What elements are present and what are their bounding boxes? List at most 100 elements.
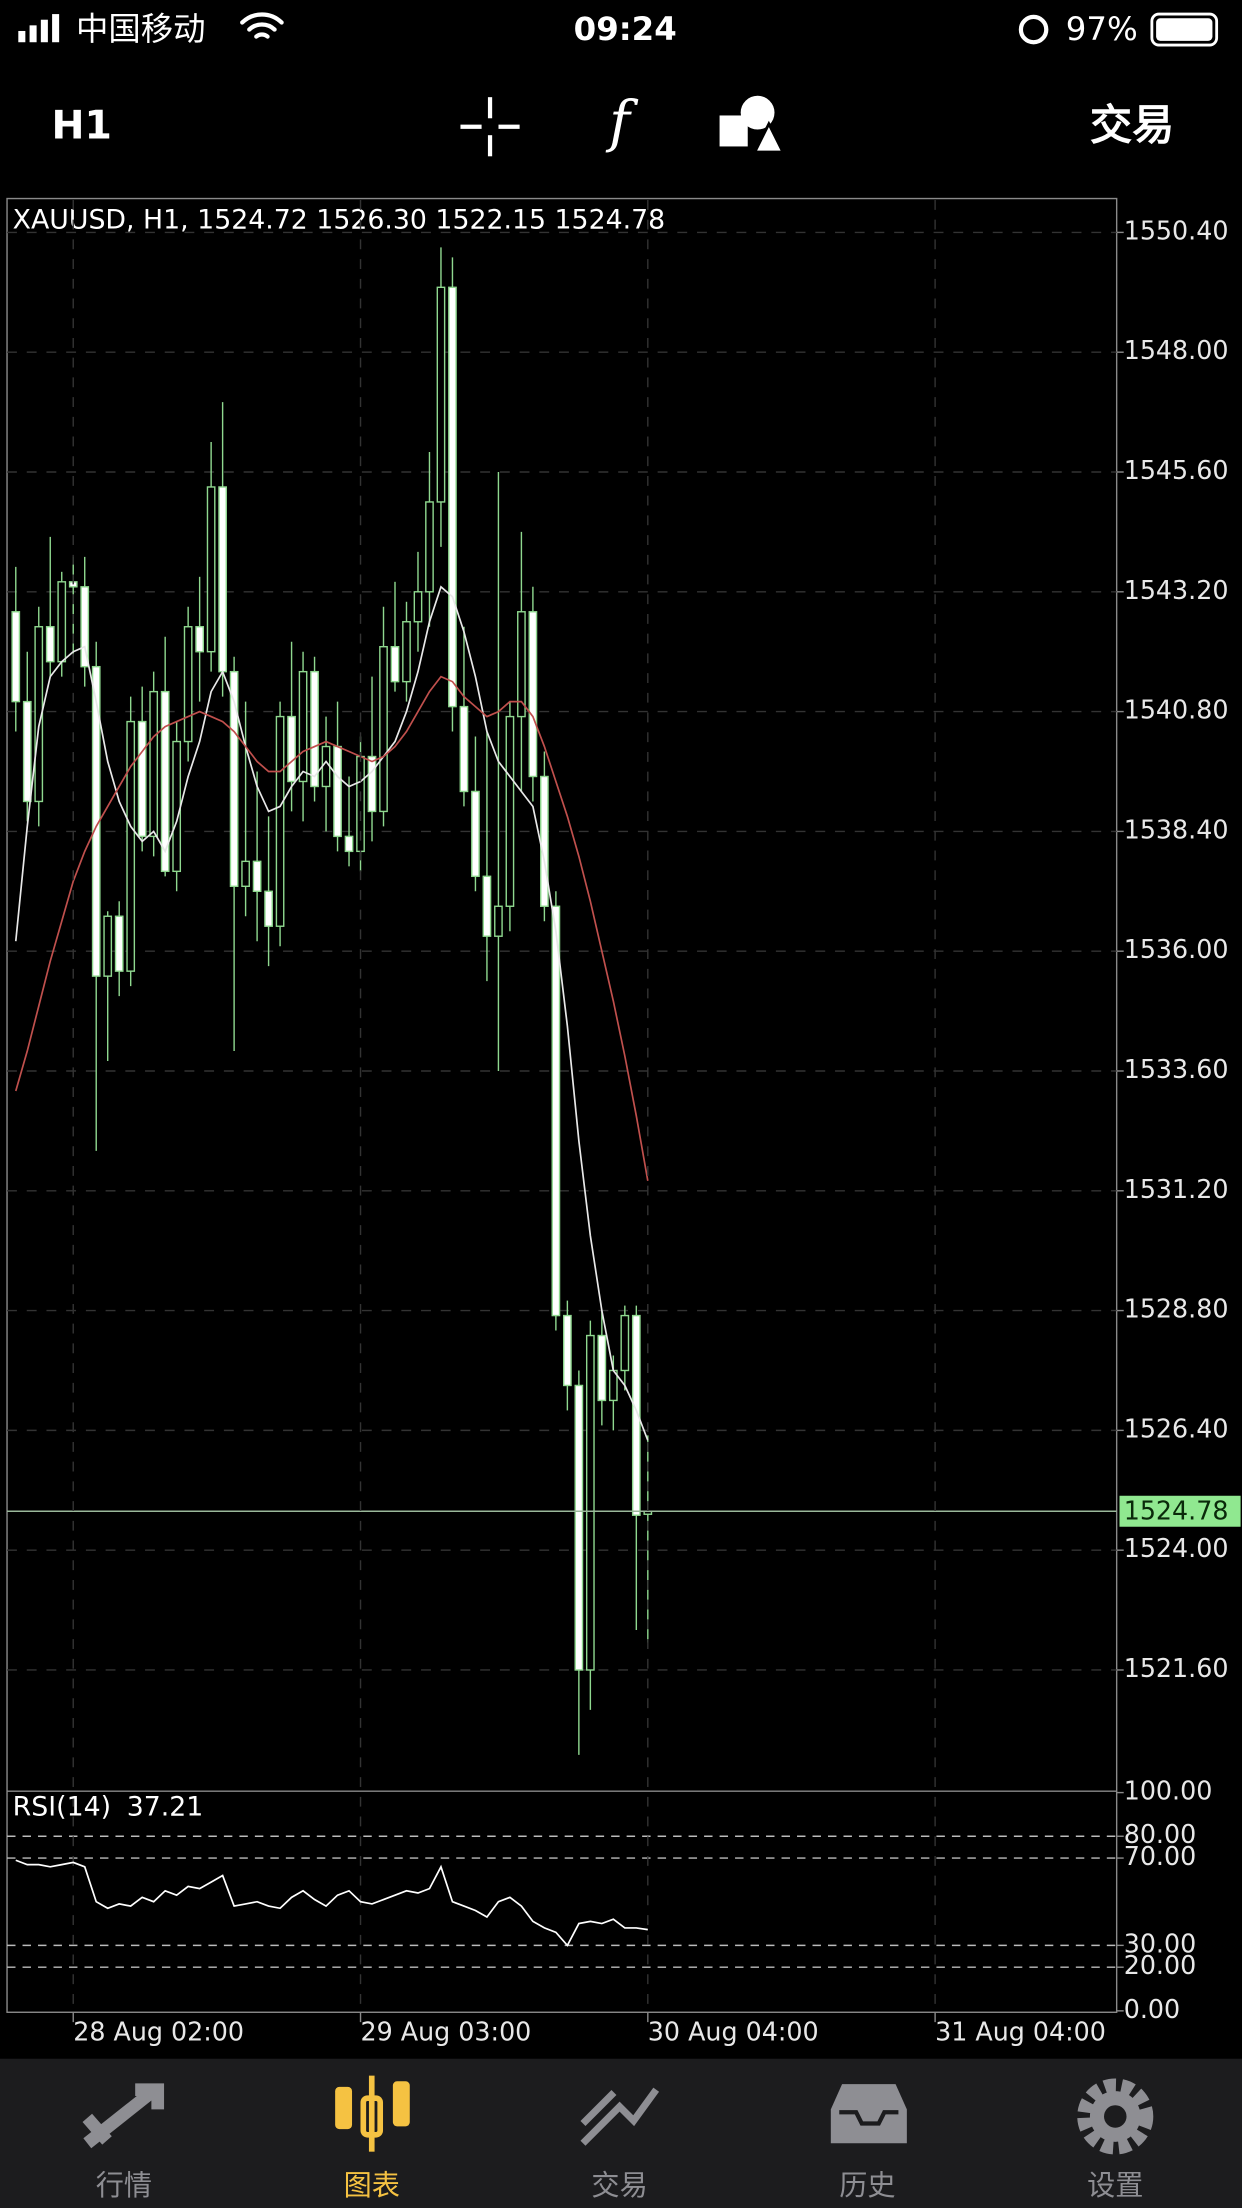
candle-body <box>367 755 377 813</box>
tab-chart[interactable]: 图表 <box>335 2075 410 2202</box>
tab-bar-background <box>0 2058 1242 2208</box>
candle-body <box>241 860 250 888</box>
candle-body <box>229 670 239 888</box>
candle-body <box>631 1314 641 1516</box>
candle-body <box>413 591 423 623</box>
candle-body <box>459 705 469 793</box>
carrier: 中国移动 <box>76 10 206 48</box>
battery-text: 97% <box>1066 10 1138 48</box>
candle-body <box>402 621 411 683</box>
candle-body <box>264 890 273 927</box>
candle-body <box>218 486 227 673</box>
panel-title: XAUUSD, H1, 1524.72 1526.30 1522.15 1524… <box>13 205 665 236</box>
y-tick-label: 1536.00 <box>1124 934 1229 964</box>
candle-body <box>505 715 515 907</box>
candle-body <box>620 1314 630 1372</box>
candle-body <box>137 720 147 838</box>
x-tick-label: 28 Aug 02:00 <box>73 2016 244 2046</box>
signal-bar <box>18 30 26 43</box>
tab-label: 交易 <box>591 2169 647 2202</box>
candle-body <box>528 611 538 778</box>
candle-body <box>80 586 90 668</box>
rsi-value: 37.21 <box>127 1792 204 1823</box>
tab-history[interactable]: 历史 <box>830 2084 907 2202</box>
tab-bar: 行情 图表 交易 历史 设置 <box>0 2058 1242 2208</box>
candle-body <box>344 835 354 853</box>
y-tick-label: 80.00 <box>1124 1819 1197 1849</box>
candle-body <box>275 715 285 927</box>
x-tick-label: 30 Aug 04:00 <box>648 2016 819 2046</box>
candle-body <box>252 860 262 892</box>
candle-body <box>390 646 400 683</box>
panel-title: RSI(14) <box>13 1792 111 1823</box>
y-tick-label: 30.00 <box>1124 1928 1197 1958</box>
candle-body <box>321 745 331 788</box>
x-tick-label: 31 Aug 04:00 <box>935 2016 1106 2046</box>
y-tick-label: 0.00 <box>1124 1994 1180 2024</box>
indicator-line <box>14 585 649 1441</box>
candle-body <box>436 286 446 503</box>
y-tick-label: 70.00 <box>1124 1841 1197 1871</box>
y-tick-label: 1531.20 <box>1124 1174 1229 1204</box>
status-bar: 中国移动 09:24 97% <box>18 10 1219 48</box>
signal-bar <box>52 14 60 43</box>
chart-area: 1550.40 1548.00 1545.60 1543.20 1540.80 1538.… <box>6 197 1241 2046</box>
candle-body <box>103 915 113 977</box>
candle-body <box>45 626 55 663</box>
candle-body <box>448 286 457 708</box>
y-tick-label: 1521.60 <box>1124 1653 1229 1683</box>
candle-body <box>310 670 319 788</box>
current-price-label: 1524.78 <box>1124 1496 1229 1526</box>
candle-body <box>333 745 342 838</box>
clock: 09:24 <box>574 10 677 48</box>
y-tick-label: 1548.00 <box>1124 335 1229 365</box>
candle-body <box>57 581 67 663</box>
candle-body <box>172 740 182 873</box>
candle-body <box>574 1384 584 1671</box>
candle-body <box>471 790 480 878</box>
battery-icon <box>1150 12 1219 47</box>
candle-body <box>551 905 561 1317</box>
y-tick-label: 20.00 <box>1124 1950 1197 1980</box>
toolbar: H1 f 交易 <box>51 90 1174 157</box>
y-tick-label: 1540.80 <box>1124 695 1229 725</box>
y-tick-label: 1550.40 <box>1124 215 1229 245</box>
tab-settings[interactable]: 设置 <box>1077 2078 1154 2202</box>
trade-button[interactable]: 交易 <box>1090 101 1174 150</box>
candle-body <box>149 690 159 838</box>
y-tick-label: 1543.20 <box>1124 575 1229 605</box>
y-tick-label: 1526.40 <box>1124 1413 1229 1443</box>
candle-body <box>126 720 136 972</box>
candle-body <box>482 875 492 937</box>
tab-label: 历史 <box>839 2169 895 2202</box>
tab-quotes[interactable]: 行情 <box>82 2083 165 2202</box>
battery-level <box>1156 18 1213 41</box>
candle-body <box>517 611 526 718</box>
signal-bar <box>40 19 48 43</box>
crosshair-button[interactable] <box>460 97 520 157</box>
y-tick-label: 1538.40 <box>1124 814 1229 844</box>
candle-body <box>540 775 549 907</box>
tab-trade[interactable]: 交易 <box>580 2087 660 2202</box>
tab-label: 行情 <box>96 2169 152 2202</box>
candle-body <box>585 1334 595 1671</box>
candle-body <box>379 646 388 813</box>
candle-body <box>160 690 170 873</box>
timeframe-button[interactable]: H1 <box>51 103 111 149</box>
x-tick-label: 29 Aug 03:00 <box>361 2016 532 2046</box>
y-tick-label: 1528.80 <box>1124 1294 1229 1324</box>
candle-body <box>287 715 296 783</box>
candle-body <box>195 626 205 653</box>
y-tick-label: 1545.60 <box>1124 455 1229 485</box>
candle-body <box>597 1334 607 1402</box>
candle-body <box>494 905 503 937</box>
candle-body <box>206 486 216 653</box>
tab-label: 设置 <box>1087 2169 1143 2202</box>
objects-button[interactable] <box>719 95 786 154</box>
current-price-box <box>1119 1495 1241 1527</box>
y-tick-label: 100.00 <box>1124 1776 1213 1806</box>
candle-body <box>425 501 434 593</box>
y-tick-label: 1524.00 <box>1124 1533 1229 1563</box>
